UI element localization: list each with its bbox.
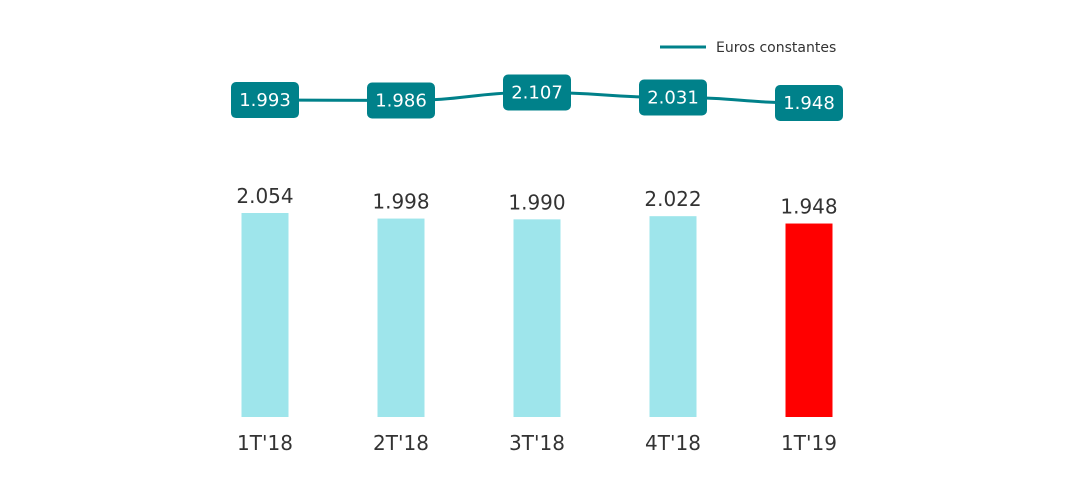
bar-5	[785, 223, 833, 417]
line-value-label-3: 2.107	[511, 83, 563, 104]
line-point-box-5	[775, 85, 843, 122]
line-point-box-1	[231, 82, 299, 119]
line-point-box-2	[367, 82, 435, 119]
bar-value-label-4: 2.022	[644, 187, 701, 211]
x-tick-label-1: 1T'18	[237, 431, 293, 455]
legend: Euros constantes	[660, 40, 836, 56]
x-tick-label-2: 2T'18	[373, 431, 429, 455]
line-value-label-2: 1.986	[375, 91, 427, 112]
bar-value-label-5: 1.948	[780, 195, 837, 219]
bar-value-label-1: 2.054	[236, 184, 293, 208]
line-point-box-3	[503, 74, 571, 111]
legend-label: Euros constantes	[716, 40, 836, 56]
line-value-label-5: 1.948	[783, 93, 835, 114]
x-tick-label-4: 4T'18	[645, 431, 701, 455]
x-tick-label-5: 1T'19	[781, 431, 837, 455]
bar-series: 2.054 1.998 1.990 2.022 1.948	[236, 184, 838, 417]
line-point-box-4	[639, 79, 707, 116]
line-value-label-1: 1.993	[239, 90, 291, 111]
bar-4	[649, 216, 697, 417]
bar-value-label-3: 1.990	[508, 190, 565, 214]
x-tick-label-3: 3T'18	[509, 431, 565, 455]
line-series: 1.993 1.986 2.107 2.031 1.948	[231, 74, 843, 122]
x-axis-ticks: 1T'18 2T'18 3T'18 4T'18 1T'19	[237, 431, 837, 455]
bar-1	[241, 213, 289, 417]
bar-2	[377, 218, 425, 417]
bar-value-label-2: 1.998	[372, 190, 429, 214]
bar-3	[513, 219, 561, 417]
line-value-label-4: 2.031	[647, 88, 699, 109]
